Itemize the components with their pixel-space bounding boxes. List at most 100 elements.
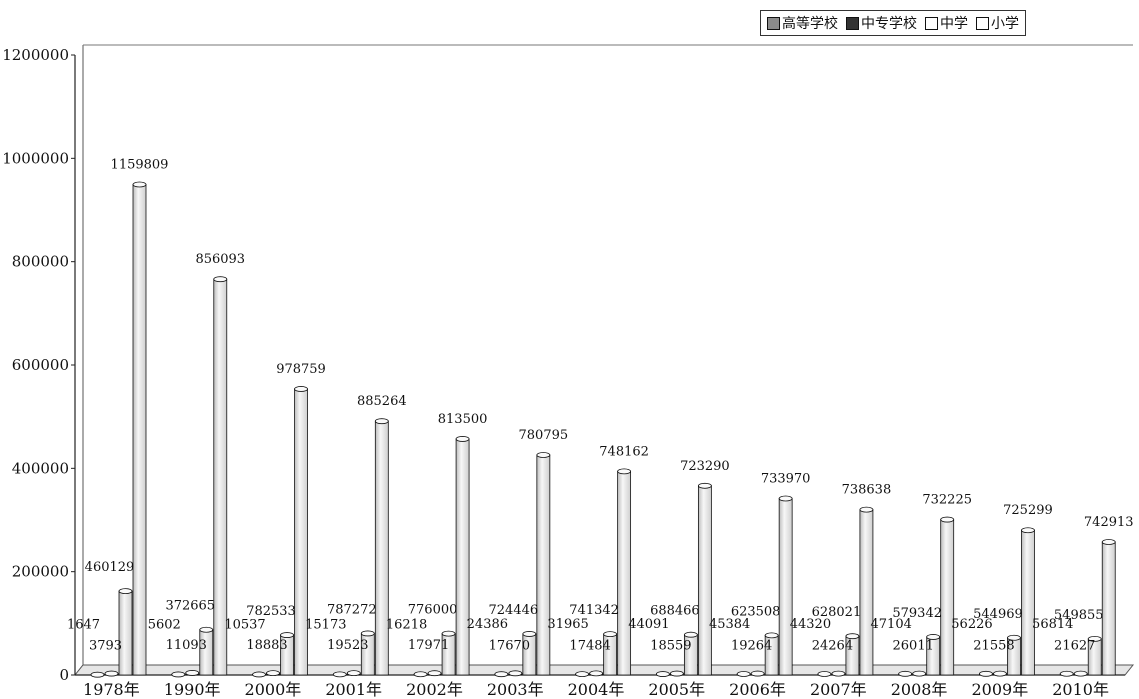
bar bbox=[185, 670, 200, 676]
bar bbox=[1007, 634, 1021, 676]
bar-cap bbox=[617, 468, 632, 475]
bar bbox=[494, 671, 509, 678]
back-wall-edge bbox=[74, 45, 84, 676]
data-label: 24386 bbox=[467, 617, 508, 632]
bar bbox=[1101, 539, 1116, 676]
data-label: 724446 bbox=[489, 603, 539, 618]
legend-item-higher-ed: 高等学校 bbox=[767, 13, 838, 33]
data-label: 623508 bbox=[731, 604, 781, 619]
bar bbox=[669, 670, 684, 677]
bar-body bbox=[617, 470, 632, 676]
x-tick-label: 2003年 bbox=[487, 680, 544, 699]
data-label: 723290 bbox=[680, 459, 730, 474]
bar-body bbox=[536, 454, 551, 676]
bar-cap bbox=[280, 632, 294, 638]
data-label: 17484 bbox=[569, 638, 610, 653]
legend-label-secondary-vocational: 中专学校 bbox=[861, 16, 917, 32]
bar-cap bbox=[603, 631, 618, 638]
bar-body bbox=[118, 590, 133, 676]
bar-body bbox=[374, 420, 389, 676]
data-label: 856093 bbox=[195, 252, 245, 267]
bar bbox=[508, 670, 523, 677]
bar bbox=[575, 671, 590, 678]
data-label: 44091 bbox=[628, 617, 669, 632]
bar bbox=[683, 631, 698, 676]
bar-cap bbox=[979, 670, 993, 677]
data-label: 776000 bbox=[408, 603, 458, 618]
data-label: 21558 bbox=[973, 639, 1014, 654]
bar-cap bbox=[1087, 635, 1102, 642]
bar-cap bbox=[778, 495, 793, 502]
bar bbox=[1087, 635, 1102, 676]
bar bbox=[750, 670, 765, 677]
bar-cap bbox=[536, 452, 551, 458]
data-label: 628021 bbox=[812, 605, 862, 620]
bar-cap bbox=[750, 670, 765, 677]
bar bbox=[912, 670, 927, 677]
bar bbox=[817, 671, 832, 677]
bar-body bbox=[697, 485, 712, 676]
bar bbox=[294, 386, 308, 676]
bar bbox=[413, 671, 428, 678]
bar bbox=[845, 633, 860, 676]
bar bbox=[280, 632, 294, 676]
x-tick-label: 2006年 bbox=[729, 680, 786, 699]
data-label: 579342 bbox=[892, 606, 942, 621]
bar-cap bbox=[294, 386, 308, 392]
x-tick-label: 2008年 bbox=[891, 680, 948, 699]
bar bbox=[252, 671, 266, 678]
bar-cap bbox=[90, 671, 105, 678]
bar-cap bbox=[831, 670, 846, 677]
bar-cap bbox=[427, 670, 442, 677]
bar-cap bbox=[171, 671, 186, 678]
data-label: 544969 bbox=[973, 607, 1023, 622]
bar-cap bbox=[413, 671, 428, 678]
bar-body bbox=[1101, 541, 1116, 676]
data-label: 748162 bbox=[599, 444, 649, 459]
data-label: 17971 bbox=[408, 638, 449, 653]
bar-cap bbox=[1021, 527, 1035, 534]
data-label: 787272 bbox=[327, 602, 377, 617]
bar-body bbox=[940, 519, 955, 676]
bar bbox=[1021, 527, 1035, 676]
x-tick-label: 2010年 bbox=[1052, 680, 1109, 699]
data-label: 19264 bbox=[731, 639, 772, 654]
data-label: 738638 bbox=[842, 483, 892, 498]
bar bbox=[374, 418, 389, 676]
bar bbox=[427, 670, 442, 677]
data-label: 44320 bbox=[790, 617, 831, 632]
legend-swatch-middle-school bbox=[925, 16, 938, 30]
legend-swatch-secondary-vocational bbox=[846, 16, 859, 30]
data-label: 45384 bbox=[709, 617, 750, 632]
bar-body bbox=[132, 184, 147, 676]
bar bbox=[778, 495, 793, 676]
data-label: 56814 bbox=[1032, 617, 1073, 632]
x-tick-label: 1990年 bbox=[164, 680, 221, 699]
y-tick-label: 600000 bbox=[12, 356, 69, 374]
legend-swatch-higher-ed bbox=[767, 16, 780, 30]
bar-cap bbox=[252, 671, 266, 678]
bar-cap bbox=[199, 626, 214, 633]
bar bbox=[104, 670, 119, 677]
data-label: 688466 bbox=[650, 604, 700, 619]
y-tick-label: 200000 bbox=[12, 563, 69, 581]
bar bbox=[360, 630, 375, 676]
bar bbox=[171, 671, 186, 678]
y-tick-label: 800000 bbox=[12, 253, 69, 271]
data-label: 15173 bbox=[305, 617, 346, 632]
bar bbox=[346, 670, 361, 677]
y-tick-label: 0 bbox=[59, 666, 69, 684]
data-label: 21627 bbox=[1054, 639, 1095, 654]
data-label: 780795 bbox=[519, 428, 569, 443]
bar bbox=[764, 632, 779, 676]
bar-cap bbox=[669, 670, 684, 677]
data-label: 885264 bbox=[357, 394, 407, 409]
bar-body bbox=[455, 438, 470, 676]
bar-cap bbox=[213, 276, 228, 283]
data-label: 17670 bbox=[489, 638, 530, 653]
bar-cap bbox=[332, 671, 347, 678]
data-label: 733970 bbox=[761, 471, 811, 486]
bar bbox=[132, 181, 147, 676]
bar-cap bbox=[118, 588, 133, 595]
